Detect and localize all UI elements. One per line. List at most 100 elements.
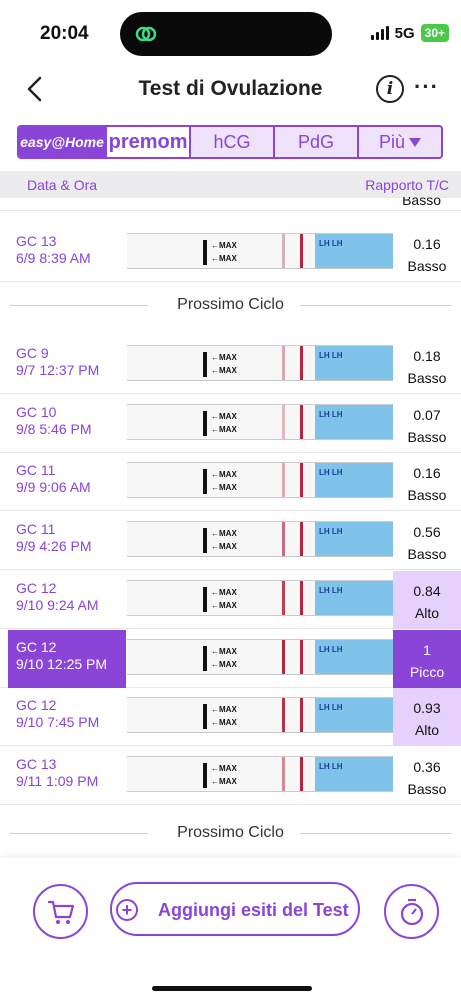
ratio-cell: 0.36 Basso <box>393 747 461 805</box>
ratio-value: 0.18 <box>413 348 441 364</box>
table-row[interactable]: GC 9 9/7 12:37 PM ←MAX ←MAX LH LH 0.18 Basso <box>0 336 461 394</box>
test-strip-image: ←MAX ←MAX LH LH <box>127 462 393 498</box>
ratio-value: 0.84 <box>413 583 441 599</box>
ratio-level: Basso <box>407 429 447 445</box>
page-title: Test di Ovulazione <box>138 77 323 100</box>
ratio-cell: 0.56 Basso <box>393 512 461 570</box>
ratio-cell: 1 Picco <box>393 630 461 688</box>
plus-icon: + <box>116 899 138 921</box>
row-datetime: 9/10 7:45 PM <box>16 714 100 730</box>
ratio-level: Basso <box>407 487 447 503</box>
test-strip-image: ←MAX ←MAX LH LH <box>127 697 393 733</box>
network-type: 5G <box>394 24 415 42</box>
tab-hcg[interactable]: hCG <box>189 127 273 157</box>
test-strip-image: ←MAX ←MAX LH LH <box>127 756 393 792</box>
row-cycle: GC 11 <box>16 462 56 478</box>
ratio-level: Alto <box>414 605 440 621</box>
tab-pdg[interactable]: PdG <box>273 127 357 157</box>
table-row[interactable]: GC 12 9/10 7:45 PM ←MAX ←MAX LH LH 0.93 Alto <box>0 688 461 746</box>
status-time: 20:04 <box>40 23 89 44</box>
cycle-divider: 2025 Prossimo Ciclo <box>10 819 451 867</box>
ratio-level: Picco <box>409 664 445 680</box>
back-chevron-icon[interactable] <box>22 74 52 104</box>
link-icon <box>135 26 157 42</box>
ratio-value: 0.16 <box>413 236 441 252</box>
ratio-value: 1 <box>423 642 431 658</box>
test-strip-image: ←MAX ←MAX LH LH <box>127 404 393 440</box>
row-cycle: GC 11 <box>16 521 56 537</box>
column-header: Data & Ora Rapporto T/C <box>0 171 461 198</box>
info-icon[interactable]: i <box>376 75 404 103</box>
ratio-cell: 0.18 Basso <box>393 336 461 394</box>
brand-tabs: easy@Home premom hCG PdG Più <box>17 125 443 159</box>
column-ratio: Rapporto T/C <box>365 177 449 193</box>
table-row[interactable]: GC 11 9/9 9:06 AM ←MAX ←MAX LH LH 0.16 Basso <box>0 453 461 511</box>
tab-more-label: Più <box>379 131 406 152</box>
test-strip-image: ←MAX ←MAX LH LH <box>127 639 393 675</box>
cut-row: Basso <box>0 197 461 211</box>
cycle-divider: 2025 Prossimo Ciclo <box>10 291 451 339</box>
timer-icon <box>400 898 424 926</box>
row-datetime: 9/9 4:26 PM <box>16 538 92 554</box>
dynamic-island <box>120 12 332 56</box>
ratio-cell: 0.93 Alto <box>393 688 461 746</box>
row-cycle: GC 12 <box>16 580 57 596</box>
table-row[interactable]: GC 10 9/8 5:46 PM ←MAX ←MAX LH LH 0.07 Basso <box>0 395 461 453</box>
row-cycle: GC 13 <box>16 233 57 249</box>
add-test-results-button[interactable]: + Aggiungi esiti del Test <box>110 882 360 936</box>
ratio-cell: 0.16 Basso <box>393 224 461 282</box>
ratio-value: 0.93 <box>413 700 441 716</box>
row-datetime: 9/7 12:37 PM <box>16 362 100 378</box>
test-strip-image: ←MAX ←MAX LH LH <box>127 233 393 269</box>
ratio-level: Alto <box>414 722 440 738</box>
ratio-value: 0.07 <box>413 407 441 423</box>
signal-icon <box>370 26 389 40</box>
chevron-down-icon <box>409 137 422 147</box>
ratio-level: Basso <box>407 370 447 386</box>
ratio-value: 0.36 <box>413 759 441 775</box>
tab-premom[interactable]: premom <box>105 127 190 157</box>
row-datetime: 9/9 9:06 AM <box>16 479 91 495</box>
row-cycle: GC 9 <box>16 345 49 361</box>
nav-header: Test di Ovulazione i ··· <box>0 66 461 116</box>
battery-icon: 30+ <box>420 24 449 42</box>
row-cycle: GC 12 <box>16 697 57 713</box>
ratio-cell: 0.16 Basso <box>393 453 461 511</box>
row-datetime: 9/11 1:09 PM <box>16 773 99 789</box>
divider-label: Prossimo Ciclo <box>177 824 284 841</box>
row-cycle: GC 13 <box>16 756 57 772</box>
ratio-level: Basso <box>407 258 447 274</box>
row-datetime: 9/10 9:24 AM <box>16 597 99 613</box>
table-row[interactable]: GC 12 9/10 12:25 PM ←MAX ←MAX LH LH 1 Picco <box>0 630 461 688</box>
test-strip-image: ←MAX ←MAX LH LH <box>127 345 393 381</box>
ratio-level: Basso <box>407 546 447 562</box>
table-row[interactable]: GC 12 9/10 9:24 AM ←MAX ←MAX LH LH 0.84 Alto <box>0 571 461 629</box>
tab-easy-home[interactable]: easy@Home <box>19 127 106 157</box>
row-datetime: 9/10 12:25 PM <box>16 656 108 672</box>
cart-icon <box>48 900 75 924</box>
cut-row-level: Basso <box>402 197 441 208</box>
row-datetime: 9/8 5:46 PM <box>16 421 92 437</box>
cart-button[interactable] <box>33 884 88 939</box>
more-icon[interactable]: ··· <box>414 74 439 99</box>
row-cycle: GC 12 <box>16 639 57 655</box>
row-datetime: 6/9 8:39 AM <box>16 250 91 266</box>
bottom-bar: + Aggiungi esiti del Test <box>0 858 461 1000</box>
test-strip-image: ←MAX ←MAX LH LH <box>127 521 393 557</box>
row-cycle: GC 10 <box>16 404 57 420</box>
divider-label: Prossimo Ciclo <box>177 296 284 313</box>
table-row[interactable]: GC 13 6/9 8:39 AM ←MAX ←MAX LH LH 0.16 B… <box>0 224 461 282</box>
ratio-level: Basso <box>407 781 447 797</box>
ratio-value: 0.56 <box>413 524 441 540</box>
table-row[interactable]: GC 13 9/11 1:09 PM ←MAX ←MAX LH LH 0.36 Basso <box>0 747 461 805</box>
table-row[interactable]: GC 11 9/9 4:26 PM ←MAX ←MAX LH LH 0.56 Basso <box>0 512 461 570</box>
test-strip-image: ←MAX ←MAX LH LH <box>127 580 393 616</box>
timer-button[interactable] <box>384 884 439 939</box>
selected-highlight <box>8 630 126 688</box>
column-date: Data & Ora <box>27 177 98 193</box>
tab-more[interactable]: Più <box>357 127 441 157</box>
ratio-value: 0.16 <box>413 465 441 481</box>
add-test-results-label: Aggiungi esiti del Test <box>158 900 349 920</box>
home-indicator <box>152 986 312 991</box>
ratio-cell: 0.07 Basso <box>393 395 461 453</box>
